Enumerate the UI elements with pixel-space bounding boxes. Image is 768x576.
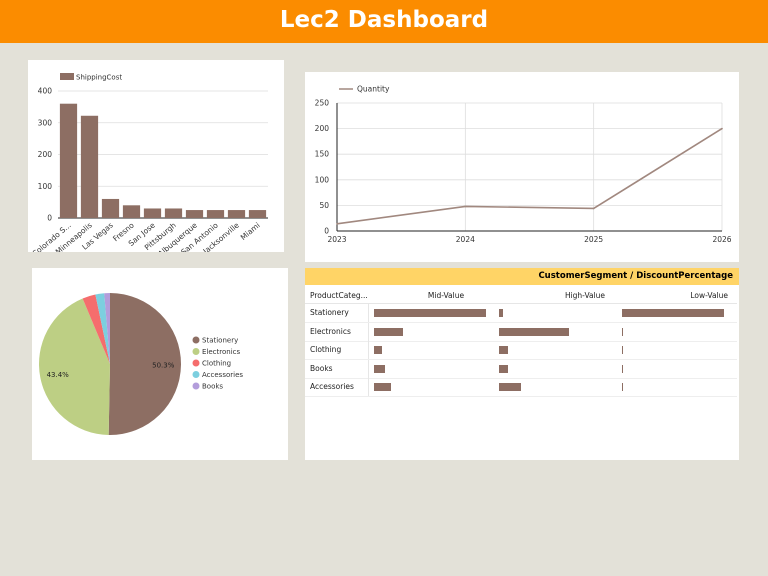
pivot-row-separator: [368, 341, 369, 359]
table-row[interactable]: Electronics: [305, 322, 737, 342]
bar-mark: [248, 210, 267, 218]
pie-chart-svg: 50.3% Stationery 43.4% Electronics Clothing A…: [39, 293, 243, 435]
bar-y-tick-label: 200: [38, 150, 53, 159]
pivot-row-separator: [368, 378, 369, 396]
pie-legend-label: Books: [202, 383, 223, 391]
pie-slice-label: 43.4%: [47, 371, 70, 379]
line-y-tick-label: 200: [315, 124, 330, 133]
pivot-row-label: Accessories: [310, 382, 354, 391]
pivot-data-bar: [374, 309, 486, 317]
line-x-tick-label: 2025: [584, 235, 603, 244]
pivot-data-bar: [374, 383, 391, 391]
line-point: [721, 127, 723, 130]
line-y-tick-label: 0: [324, 227, 329, 236]
pie-legend-label: Stationery: [202, 337, 238, 345]
line-y-tick-label: 100: [315, 175, 330, 184]
bar-mark: [122, 205, 141, 218]
line-point: [336, 223, 338, 225]
pivot-data-bar: [622, 346, 624, 354]
pivot-data-bar: [499, 364, 508, 373]
pivot-data-bar: [499, 346, 508, 354]
shipping-cost-bar-chart[interactable]: 0 100 200 300 400 ShippingCost Colorado S... Mi…: [28, 60, 284, 252]
pivot-data-bar: [622, 309, 724, 317]
line-chart-svg: 0 50 100 150 200 250 2023 2024 2025 2026 Quantity: [315, 85, 732, 245]
pivot-row-separator: [368, 304, 369, 322]
table-row[interactable]: Clothing: [305, 341, 737, 360]
pivot-data-bar: [374, 327, 404, 336]
pivot-table-title: CustomerSegment / DiscountPercentage: [538, 271, 733, 281]
pivot-data-bar: [499, 309, 504, 317]
pie-slice: [82, 294, 110, 364]
pivot-data-bar: [622, 364, 624, 373]
line-y-tick-label: 50: [319, 201, 329, 210]
line-legend-label: Quantity: [357, 85, 390, 94]
line-series-quantity: [336, 127, 723, 225]
line-point: [464, 205, 467, 208]
line-point: [592, 207, 595, 210]
pivot-row-label: Clothing: [310, 345, 342, 354]
bar-mark: [185, 210, 204, 218]
line-y-tick-label: 150: [315, 150, 330, 159]
pivot-row-label: Stationery: [310, 308, 349, 317]
bar-x-tick-label: Miami: [239, 221, 262, 242]
table-row[interactable]: Stationery: [305, 304, 737, 323]
pie-legend-label: Accessories: [202, 371, 243, 379]
pivot-column-header[interactable]: High-Value: [564, 291, 606, 300]
pivot-column-header[interactable]: Mid-Value: [427, 291, 465, 300]
bar-mark: [227, 210, 246, 218]
product-category-pie-chart[interactable]: 50.3% Stationery 43.4% Electronics Clothing A…: [32, 268, 288, 460]
bar-y-tick-label: 400: [38, 87, 53, 96]
quantity-line-chart[interactable]: 0 50 100 150 200 250 2023 2024 2025 2026 Quantity: [305, 72, 739, 262]
bar-mark: [59, 103, 78, 218]
pie-legend-marker: [192, 348, 200, 355]
pie-slice: [104, 293, 110, 364]
pie-legend-label: Clothing: [202, 360, 231, 368]
pie-legend-marker: [192, 336, 200, 344]
pivot-header-divider: [305, 303, 737, 304]
line-x-tick-label: 2026: [712, 235, 731, 244]
bar-legend-swatch: [60, 73, 74, 80]
bar-y-tick-label: 100: [38, 182, 53, 191]
dashboard-header: Lec2 Dashboard: [0, 0, 768, 43]
bar-mark: [101, 198, 120, 218]
pivot-table-title-bar: CustomerSegment / DiscountPercentage: [305, 268, 739, 285]
table-row[interactable]: Accessories: [305, 378, 737, 397]
pie-slice: [108, 293, 182, 435]
pivot-row-separator: [368, 322, 369, 341]
bar-mark: [143, 208, 162, 218]
bar-mark: [80, 115, 99, 218]
bar-y-tick-label: 0: [47, 214, 52, 223]
pivot-column-header[interactable]: Low-Value: [690, 291, 728, 300]
pie-legend-marker: [192, 359, 200, 367]
bar-mark: [164, 208, 183, 218]
bar-y-tick-label: 300: [38, 118, 53, 127]
bar-legend-label: ShippingCost: [76, 74, 122, 82]
pie-legend-label: Electronics: [202, 348, 241, 356]
pivot-data-bar: [622, 383, 624, 391]
pivot-row-label: Books: [310, 363, 333, 373]
pie-slice: [39, 298, 111, 435]
pivot-data-bar: [499, 383, 521, 391]
bar-mark: [206, 210, 225, 218]
pivot-data-bar: [374, 364, 386, 373]
pie-slice: [95, 293, 110, 364]
pivot-data-bar: [374, 346, 382, 354]
line-x-tick-label: 2023: [327, 235, 346, 244]
table-row[interactable]: Books: [305, 359, 737, 379]
pie-legend-marker: [192, 371, 200, 378]
pivot-data-bar: [622, 327, 624, 336]
pie-legend-marker: [192, 382, 200, 390]
pivot-table[interactable]: CustomerSegment / DiscountPercentage Pro…: [305, 268, 739, 460]
pie-slice-label: 50.3%: [152, 362, 175, 370]
pivot-row-separator: [368, 359, 369, 378]
pivot-row-label: Electronics: [310, 326, 351, 336]
line-y-tick-label: 250: [315, 99, 330, 108]
line-x-tick-label: 2024: [456, 235, 475, 244]
pivot-row-header[interactable]: ProductCateg...: [310, 291, 368, 300]
dashboard-title: Lec2 Dashboard: [279, 7, 489, 33]
pivot-data-bar: [499, 327, 569, 336]
